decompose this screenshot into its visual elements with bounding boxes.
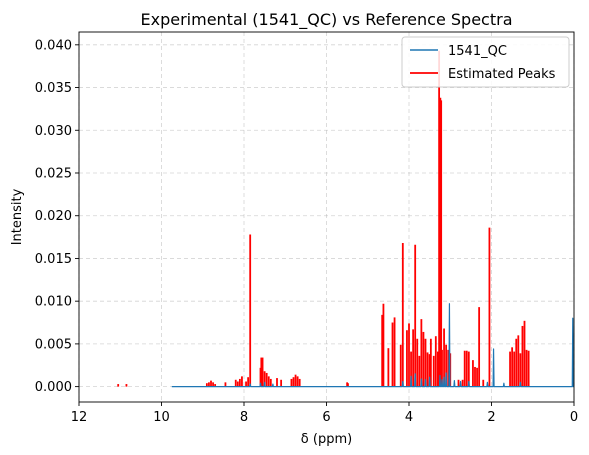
x-tick-label: 12: [71, 410, 88, 425]
legend-label-experimental: 1541_QC: [448, 44, 507, 59]
y-tick-label: 0.005: [35, 337, 72, 352]
y-tick-label: 0.030: [35, 124, 72, 139]
x-tick-label: 2: [487, 410, 495, 425]
y-tick-label: 0.015: [35, 252, 72, 267]
x-tick-label: 10: [153, 410, 170, 425]
x-tick-label: 4: [405, 410, 413, 425]
y-tick-label: 0.035: [35, 81, 72, 96]
x-axis-ticks: 12 10 8 6 4 2 0: [71, 402, 578, 425]
plot-area: [117, 50, 574, 388]
y-tick-label: 0.010: [35, 295, 72, 310]
y-tick-label: 0.020: [35, 209, 72, 224]
x-tick-label: 6: [322, 410, 330, 425]
legend-label-estimated-peaks: Estimated Peaks: [448, 67, 556, 82]
y-tick-label: 0.000: [35, 380, 72, 395]
x-axis-label: δ (ppm): [301, 432, 352, 447]
legend-box: [401, 36, 570, 88]
y-tick-label: 0.025: [35, 166, 72, 181]
y-axis-ticks: 0.000 0.005 0.010 0.015 0.020 0.025 0.030 0.035…: [35, 38, 79, 395]
y-axis-label: Intensity: [10, 188, 25, 245]
legend: 1541_QC Estimated Peaks: [401, 36, 570, 88]
experimental-series: [171, 303, 574, 388]
chart-title: Experimental (1541_QC) vs Reference Spec…: [141, 10, 513, 30]
experimental-spectrum-line: [171, 303, 574, 388]
x-tick-label: 8: [240, 410, 248, 425]
x-tick-label: 0: [570, 410, 578, 425]
estimated-peaks-series: [117, 50, 530, 387]
y-tick-label: 0.040: [35, 38, 72, 53]
